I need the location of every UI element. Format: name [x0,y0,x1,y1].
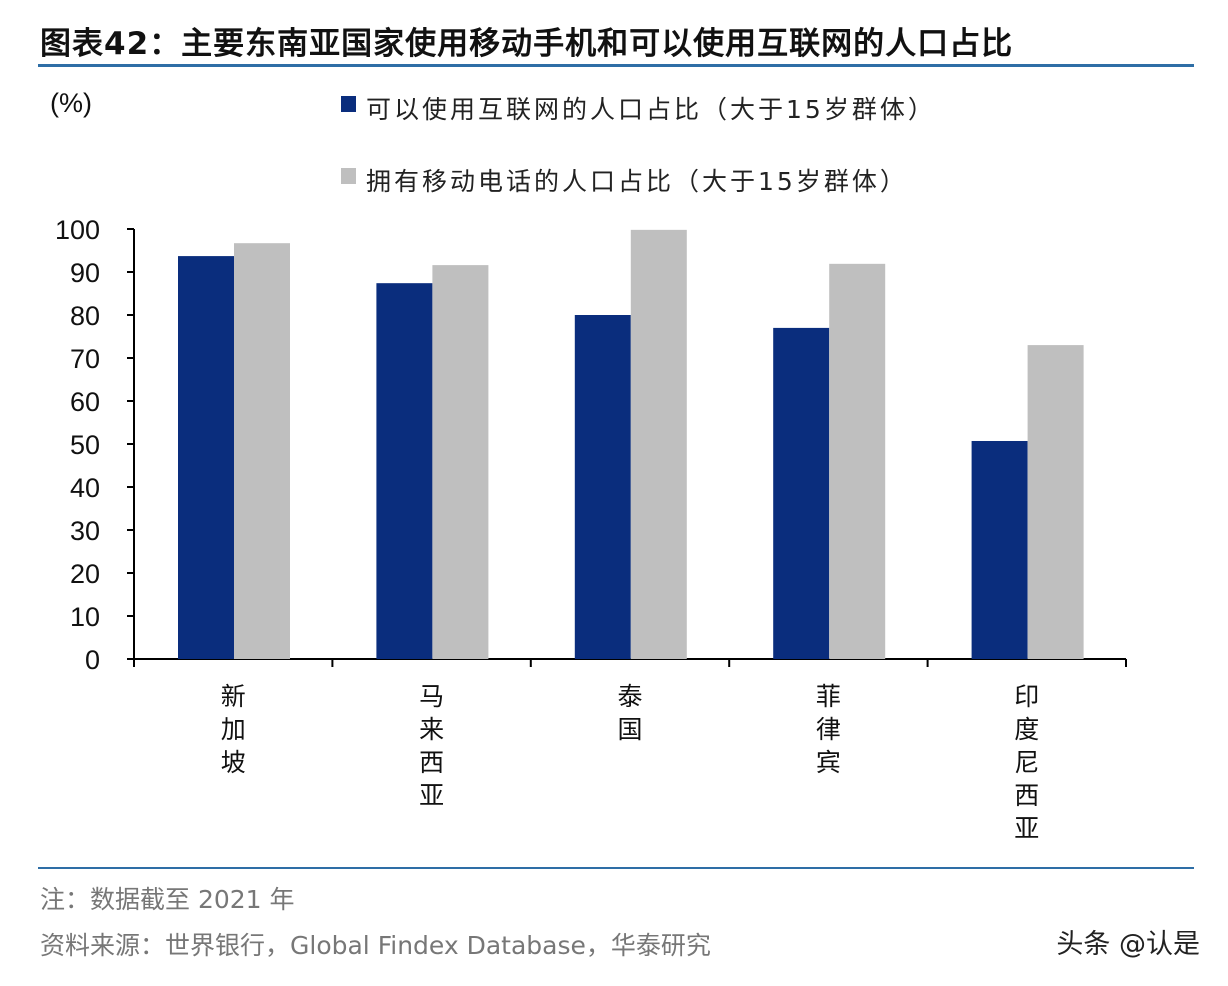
y-tick-label: 60 [70,387,100,417]
y-tick-label: 80 [70,301,100,331]
y-tick-label: 40 [70,473,100,503]
bar-mobile-1 [432,265,489,659]
bar-internet-1 [376,283,433,659]
x-tick-label-char: 新 [221,682,246,711]
y-tick-label: 0 [85,645,100,675]
x-tick-label-char: 律 [816,715,841,744]
y-tick-label: 10 [70,602,100,632]
y-tick-label: 90 [70,258,100,288]
y-tick-label: 50 [70,430,100,460]
bar-mobile-2 [630,229,687,660]
y-axis-label: (%) [50,88,92,118]
x-tick-label-char: 印 [1014,682,1039,711]
x-tick-label-char: 西 [1014,781,1039,810]
x-tick-label-char: 泰 [617,682,642,711]
bar-mobile-4 [1027,345,1084,659]
bar-internet-0 [178,256,234,659]
y-tick-label: 70 [70,344,100,374]
title-divider [38,64,1194,67]
y-tick-label: 30 [70,516,100,546]
footnote: 注：数据截至 2021 年 [40,885,295,914]
x-tick-label-char: 坡 [221,748,246,777]
x-tick-label-char: 尼 [1014,748,1039,777]
x-tick-label-char: 宾 [816,748,841,777]
x-tick-label-char: 亚 [419,781,444,810]
legend-swatch [341,168,356,184]
y-tick-label: 100 [55,215,100,245]
x-tick-label-char: 度 [1014,715,1039,744]
source-note: 资料来源：世界银行，Global Findex Database，华泰研究 [40,931,711,960]
bar-internet-3 [773,327,830,659]
legend-label: 拥有移动电话的人口占比（大于15岁群体） [366,167,908,196]
bar-mobile-0 [234,243,290,659]
x-tick-label-char: 亚 [1014,814,1039,843]
x-tick-label-char: 菲 [816,682,841,711]
watermark: 头条 @认是 [1056,929,1200,960]
x-tick-label-char: 西 [419,748,444,777]
bar-mobile-3 [829,263,886,659]
y-tick-label: 20 [70,559,100,589]
bar-internet-4 [971,440,1028,659]
x-tick-label-char: 加 [221,715,246,744]
x-tick-label-char: 马 [419,682,444,711]
figure-title: 图表42：主要东南亚国家使用移动手机和可以使用互联网的人口占比 [40,26,1014,62]
legend-label: 可以使用互联网的人口占比（大于15岁群体） [366,95,936,124]
legend-swatch [341,96,356,112]
footer-divider [38,867,1194,869]
x-tick-label-char: 来 [419,715,444,744]
bar-internet-2 [574,315,631,659]
x-tick-label-char: 国 [617,715,642,744]
